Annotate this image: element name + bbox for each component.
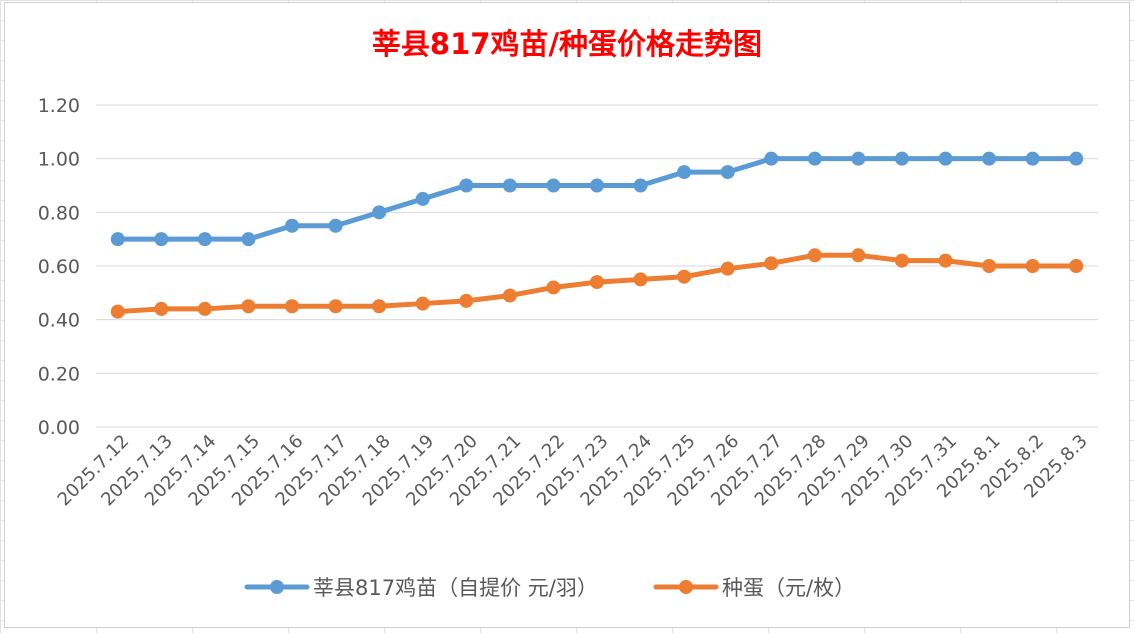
data-point[interactable] — [982, 151, 997, 166]
y-tick-label: 0.40 — [38, 310, 80, 332]
data-point[interactable] — [1025, 259, 1040, 273]
data-point[interactable] — [154, 301, 169, 316]
data-point[interactable] — [1069, 259, 1084, 273]
legend[interactable]: 莘县817鸡苗（自提价 元/羽） 种蛋（元/枚） — [244, 576, 855, 600]
data-point[interactable] — [894, 151, 909, 166]
data-point[interactable] — [633, 272, 648, 287]
series-2 — [110, 248, 1084, 319]
data-point[interactable] — [894, 253, 909, 268]
data-point[interactable] — [241, 299, 256, 314]
x-axis: 2025.7.122025.7.132025.7.142025.7.152025… — [54, 431, 1092, 511]
data-point[interactable] — [328, 218, 343, 233]
data-point[interactable] — [633, 178, 648, 193]
data-point[interactable] — [459, 293, 474, 308]
y-tick-label: 0.00 — [38, 417, 80, 439]
chart-frame[interactable] — [4, 2, 1130, 628]
data-point[interactable] — [720, 165, 735, 180]
y-axis: 0.00 0.20 0.40 0.60 0.80 1.00 1.20 — [38, 95, 80, 439]
data-point[interactable] — [677, 165, 692, 180]
y-tick-label: 1.20 — [38, 95, 80, 117]
data-point[interactable] — [502, 288, 517, 303]
data-point[interactable] — [154, 232, 169, 247]
data-point[interactable] — [764, 151, 779, 166]
data-point[interactable] — [110, 304, 125, 319]
data-point[interactable] — [720, 261, 735, 276]
data-point[interactable] — [851, 151, 866, 166]
data-point[interactable] — [502, 178, 517, 193]
legend-label: 莘县817鸡苗（自提价 元/羽） — [313, 576, 598, 600]
series-1 — [110, 151, 1084, 247]
data-point[interactable] — [241, 232, 256, 247]
data-point[interactable] — [110, 232, 125, 247]
data-point[interactable] — [982, 259, 997, 273]
data-point[interactable] — [197, 301, 212, 316]
data-point[interactable] — [546, 280, 561, 295]
data-point[interactable] — [764, 256, 779, 271]
data-point[interactable] — [1025, 151, 1040, 166]
y-tick-label: 0.80 — [38, 202, 80, 224]
data-point[interactable] — [938, 253, 953, 268]
legend-swatch-marker — [679, 580, 693, 594]
data-point[interactable] — [415, 296, 430, 311]
legend-item-1[interactable]: 莘县817鸡苗（自提价 元/羽） — [244, 576, 598, 600]
data-point[interactable] — [285, 299, 300, 314]
data-point[interactable] — [328, 299, 343, 314]
data-point[interactable] — [459, 178, 474, 193]
data-point[interactable] — [851, 248, 866, 263]
y-tick-label: 0.20 — [38, 363, 80, 385]
data-point[interactable] — [807, 151, 822, 166]
y-tick-label: 0.60 — [38, 256, 80, 278]
chart-title: 莘县817鸡苗/种蛋价格走势图 — [372, 27, 762, 61]
data-point[interactable] — [938, 151, 953, 166]
data-point[interactable] — [285, 218, 300, 233]
legend-item-2[interactable]: 种蛋（元/枚） — [653, 576, 855, 600]
data-point[interactable] — [1069, 151, 1084, 166]
data-point[interactable] — [372, 205, 387, 220]
data-point[interactable] — [372, 299, 387, 314]
series-line — [115, 156, 1079, 242]
data-point[interactable] — [546, 178, 561, 193]
series-layer — [110, 151, 1084, 319]
data-point[interactable] — [590, 275, 604, 290]
legend-swatch-marker — [270, 580, 284, 594]
data-point[interactable] — [197, 232, 212, 247]
data-point[interactable] — [807, 248, 822, 263]
data-point[interactable] — [677, 269, 692, 284]
y-tick-label: 1.00 — [38, 149, 80, 171]
legend-label: 种蛋（元/枚） — [722, 576, 855, 600]
data-point[interactable] — [590, 178, 604, 193]
data-point[interactable] — [415, 191, 430, 206]
